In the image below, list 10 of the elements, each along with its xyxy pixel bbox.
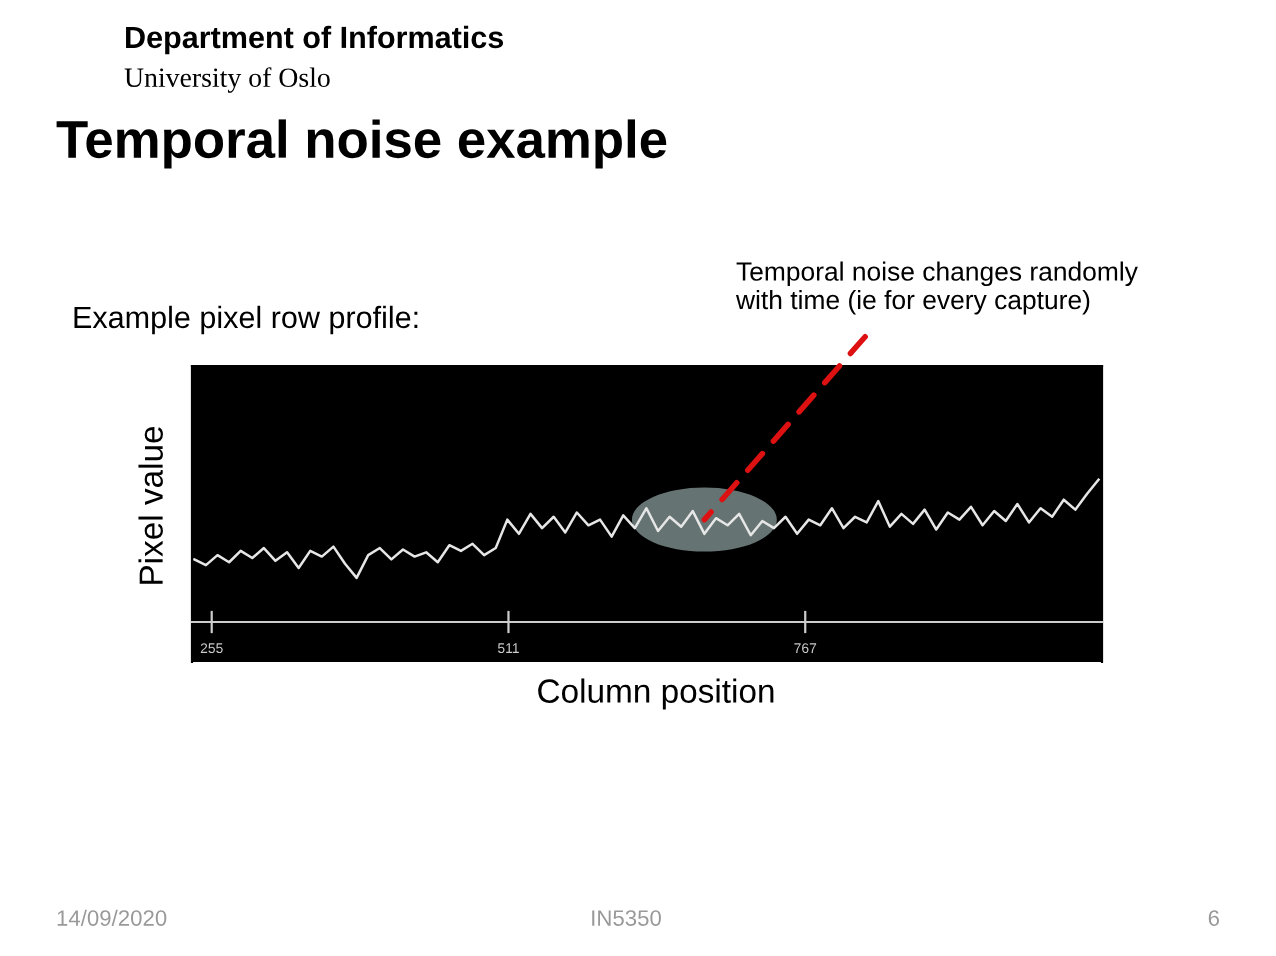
x-axis-title: Column position [538,678,774,710]
chart-title: Temporal noise example [56,119,667,169]
chart-subtitle: Example pixel row profile: [74,305,418,335]
text: Department of Informatics [126,25,504,55]
annotation: Temporal noise changes randomly with time (ie for every capture) [735,261,1138,315]
y-axis-title: Pixel value [138,426,163,584]
text: University of Oslo [124,67,330,93]
text: IN5350 [592,910,661,926]
text: 14/09/2020 [57,909,167,926]
text: 6 [1208,910,1220,926]
